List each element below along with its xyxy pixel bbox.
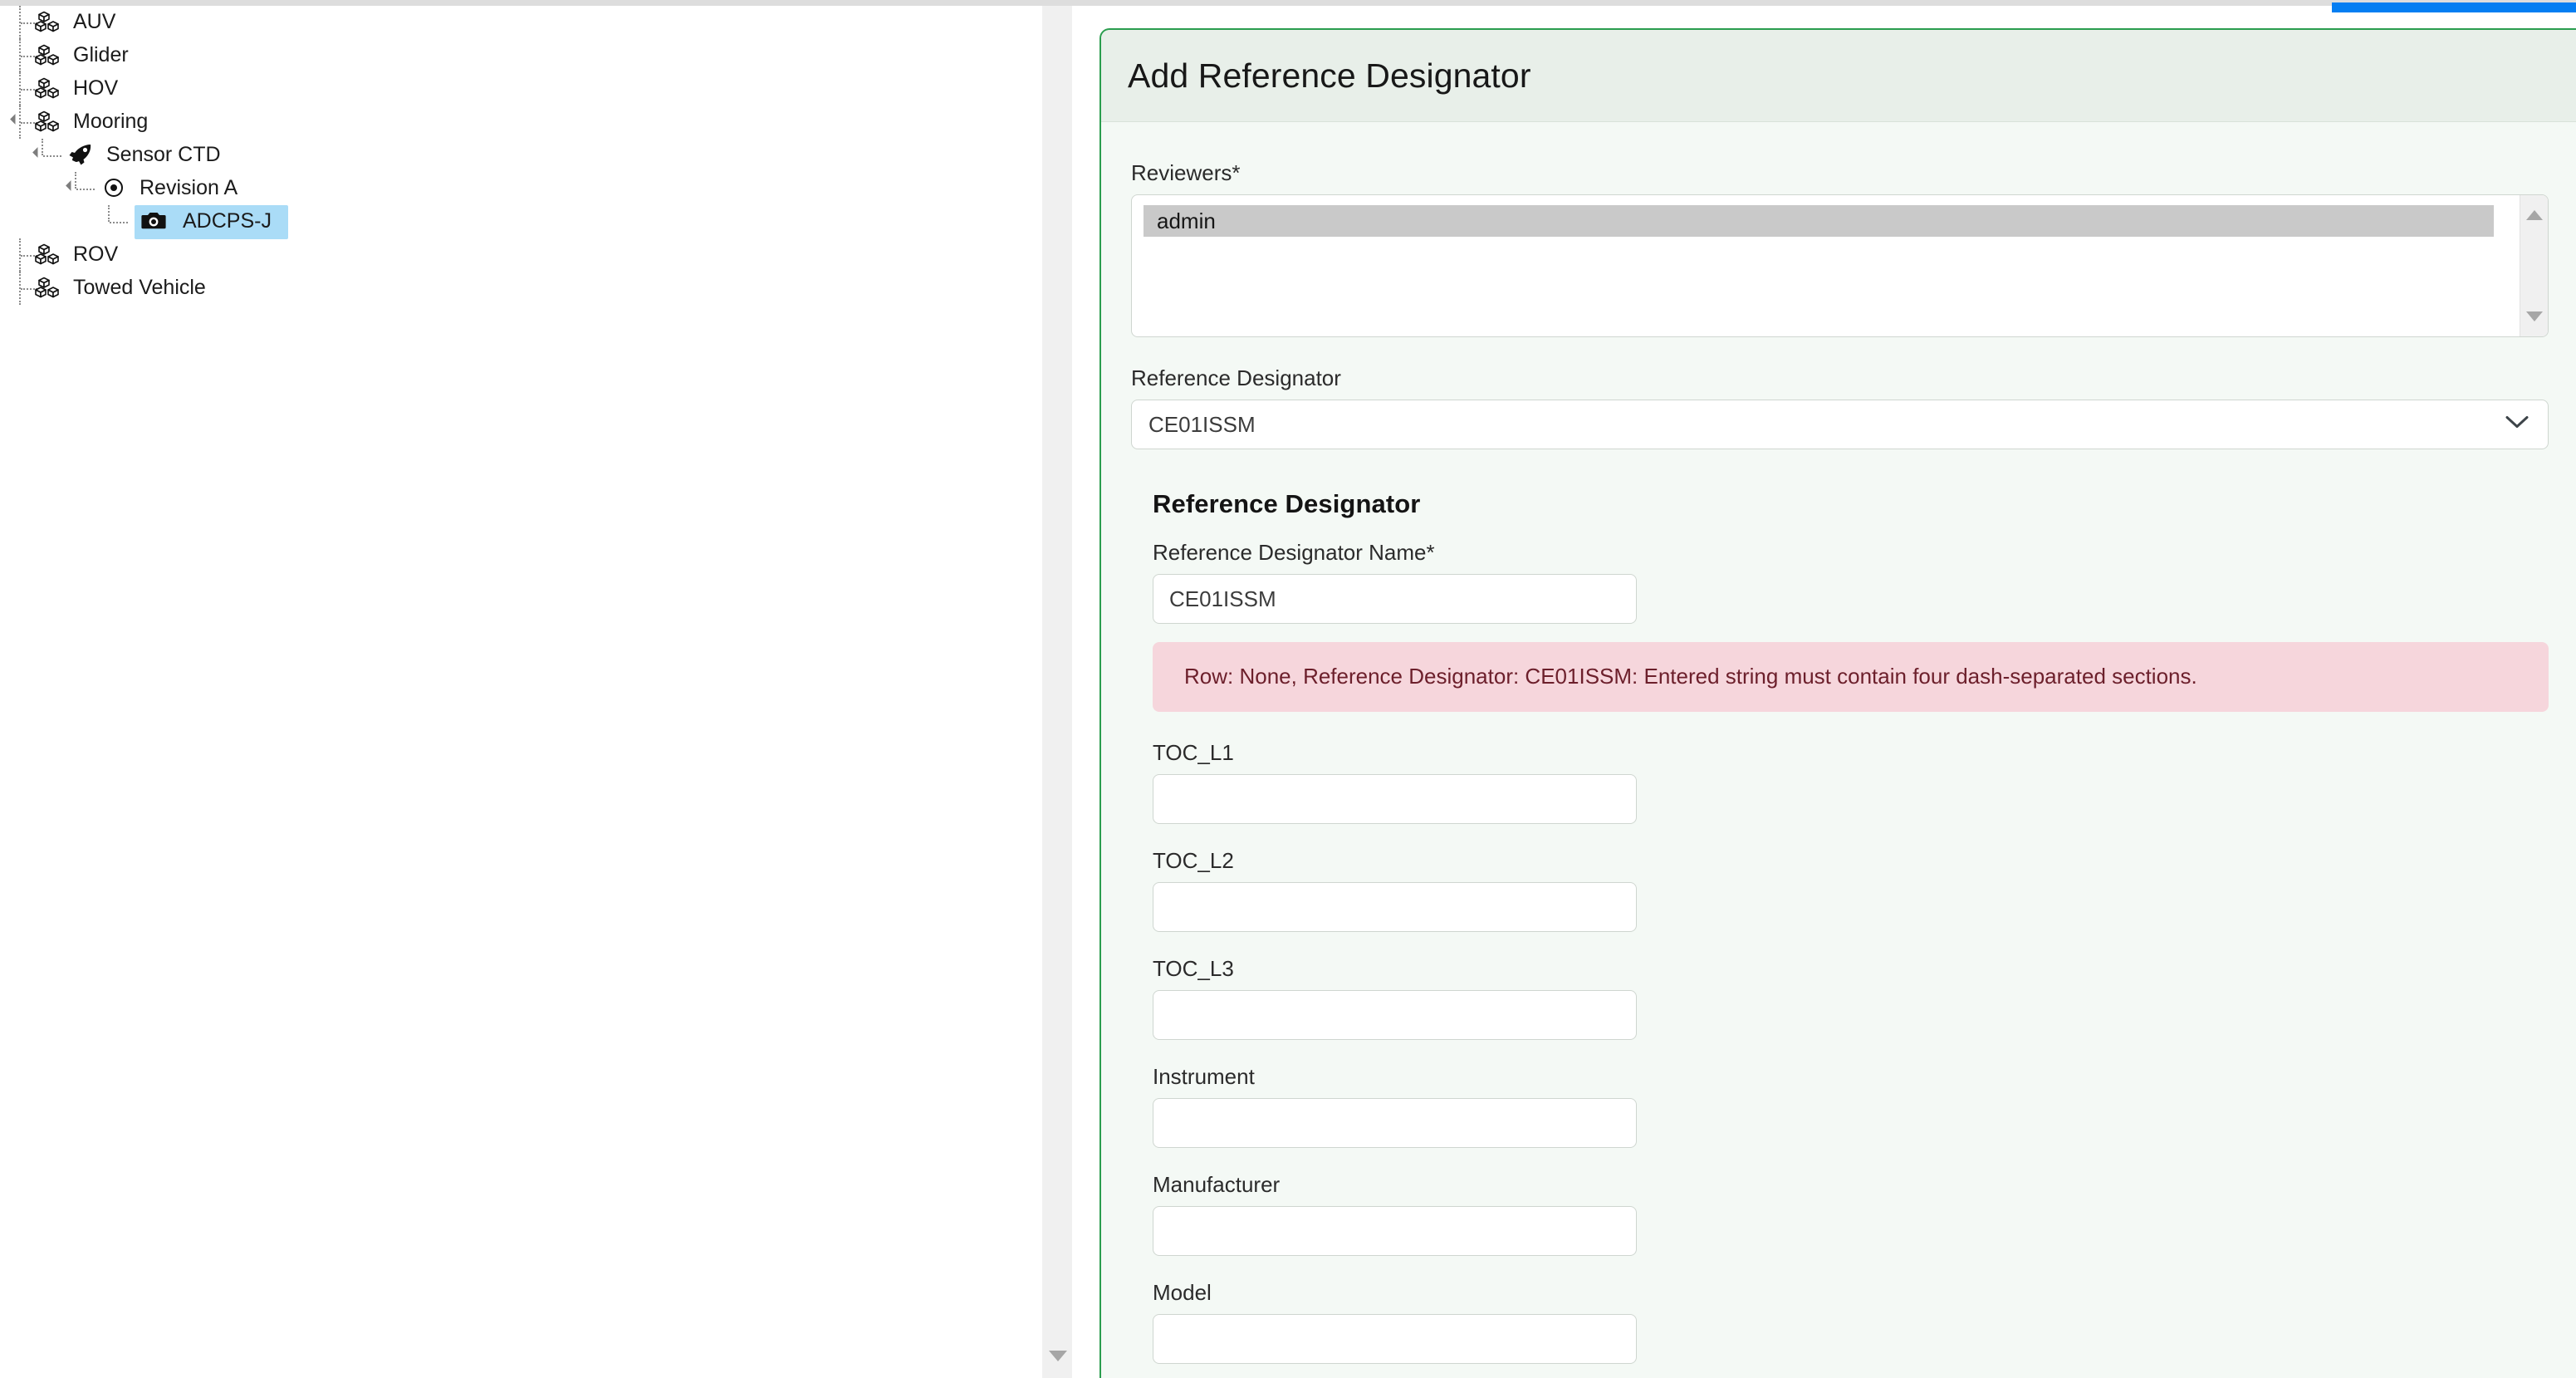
tree-item-label: Revision A bbox=[140, 175, 238, 199]
tree-item-sensor-ctd[interactable]: Sensor CTD bbox=[0, 139, 1042, 172]
reference-designator-select[interactable]: CE01ISSM bbox=[1131, 400, 2549, 449]
manufacturer-field-group: Manufacturer bbox=[1153, 1174, 2546, 1256]
tree-item-adcps-j[interactable]: ADCPS-J bbox=[0, 204, 1042, 239]
reference-designator-section: Reference Designator Reference Designato… bbox=[1131, 489, 2549, 1364]
model-field-group: Model bbox=[1153, 1282, 2546, 1364]
tree-guide-line bbox=[19, 238, 21, 272]
tree-item-label: ADCPS-J bbox=[183, 208, 272, 233]
reviewers-field-group: Reviewers* admin bbox=[1131, 160, 2549, 337]
tree-item-label: Mooring bbox=[73, 109, 149, 133]
toc-l3-field-group: TOC_L3 bbox=[1153, 958, 2546, 1040]
tree-panel-scrollbar[interactable] bbox=[1042, 6, 1072, 1378]
tree-item-label: Towed Vehicle bbox=[73, 275, 206, 299]
toc-l3-input[interactable] bbox=[1153, 990, 1637, 1040]
chevron-down-icon[interactable] bbox=[2505, 415, 2529, 434]
cubes-icon bbox=[35, 11, 63, 34]
tree-guide-line bbox=[110, 222, 128, 223]
tree-item-auv[interactable]: AUV bbox=[0, 6, 1042, 39]
card-body: Reviewers* admin Reference Designator CE… bbox=[1101, 122, 2576, 1364]
tree-guide-line bbox=[19, 39, 21, 72]
tree-guide-line bbox=[19, 272, 21, 305]
tree-item-label: AUV bbox=[73, 9, 116, 33]
asset-tree-panel: AUV Glider HOV Mooring Sensor CTD Revision A A… bbox=[0, 6, 1042, 1378]
tree-guide-line bbox=[43, 155, 61, 157]
model-input[interactable] bbox=[1153, 1314, 1637, 1364]
reference-designator-name-input[interactable]: CE01ISSM bbox=[1153, 574, 1637, 624]
cubes-icon bbox=[35, 110, 63, 134]
tree-guide-line bbox=[21, 122, 37, 124]
tree-item-rov[interactable]: ROV bbox=[0, 238, 1042, 272]
cubes-icon bbox=[35, 77, 63, 101]
tree-item-towed-vehicle[interactable]: Towed Vehicle bbox=[0, 272, 1042, 305]
cubes-icon bbox=[35, 44, 63, 67]
tree-guide-line bbox=[21, 22, 37, 24]
additional-fields-list: TOC_L1 TOC_L2 TOC_L3 Instrument Manufacturer… bbox=[1153, 742, 2546, 1364]
tree-item-mooring[interactable]: Mooring bbox=[0, 105, 1042, 139]
tree-guide-line bbox=[19, 6, 21, 39]
toc-l2-field-group: TOC_L2 bbox=[1153, 850, 2546, 932]
manufacturer-input[interactable] bbox=[1153, 1206, 1637, 1256]
toc-l2-label: TOC_L2 bbox=[1153, 848, 1234, 873]
tree-guide-line bbox=[75, 172, 76, 189]
tree-guide-line bbox=[19, 72, 21, 105]
reference-designator-section-heading: Reference Designator bbox=[1153, 489, 1421, 518]
reviewers-options-list: admin bbox=[1132, 195, 2505, 237]
tree-item-revision-a[interactable]: Revision A bbox=[0, 172, 1042, 205]
tree-guide-line bbox=[21, 56, 37, 57]
rocket-icon bbox=[68, 144, 96, 167]
instrument-label: Instrument bbox=[1153, 1064, 1255, 1089]
circle-dot-icon bbox=[101, 177, 130, 200]
reference-designator-select-label: Reference Designator bbox=[1131, 365, 1341, 390]
tree-item-label: ROV bbox=[73, 242, 119, 266]
validation-error-banner: Row: None, Reference Designator: CE01ISS… bbox=[1153, 642, 2549, 712]
toc-l1-label: TOC_L1 bbox=[1153, 740, 1234, 765]
tree-guide-line bbox=[19, 105, 21, 139]
tree-guide-line bbox=[21, 89, 37, 91]
reviewers-label: Reviewers* bbox=[1131, 160, 1241, 185]
tree-guide-line bbox=[21, 288, 37, 290]
card-header: Add Reference Designator bbox=[1101, 30, 2576, 122]
camera-icon bbox=[141, 210, 169, 233]
tree-item-glider[interactable]: Glider bbox=[0, 39, 1042, 72]
reviewers-listbox[interactable]: admin bbox=[1131, 194, 2549, 337]
cubes-icon bbox=[35, 277, 63, 300]
tree-item-label: HOV bbox=[73, 76, 119, 100]
tree-guide-line bbox=[21, 255, 37, 257]
reviewers-option-admin[interactable]: admin bbox=[1144, 205, 2494, 237]
reference-designator-name-label: Reference Designator Name* bbox=[1153, 540, 1435, 565]
tree-item-hov[interactable]: HOV bbox=[0, 72, 1042, 105]
page-load-progress-bar bbox=[2332, 2, 2576, 12]
tree-item-label: Sensor CTD bbox=[106, 142, 221, 166]
triangle-down-icon[interactable] bbox=[1049, 1351, 1067, 1361]
reviewers-scrollbar[interactable] bbox=[2520, 195, 2548, 336]
page-title: Add Reference Designator bbox=[1128, 56, 1531, 95]
toc-l1-input[interactable] bbox=[1153, 774, 1637, 824]
window-top-strip bbox=[0, 0, 2576, 6]
reference-designator-select-group: Reference Designator CE01ISSM bbox=[1131, 365, 2549, 449]
tree-guide-line bbox=[108, 205, 110, 222]
toc-l1-field-group: TOC_L1 bbox=[1153, 742, 2546, 824]
tree-guide-line bbox=[76, 189, 95, 190]
add-reference-designator-card: Add Reference Designator Reviewers* admi… bbox=[1099, 28, 2576, 1378]
toc-l2-input[interactable] bbox=[1153, 882, 1637, 932]
tree-guide-line bbox=[42, 139, 43, 155]
reference-designator-name-group: Reference Designator Name* CE01ISSM bbox=[1153, 542, 2546, 624]
panel-gutter bbox=[1072, 6, 1099, 1378]
validation-error-message: Row: None, Reference Designator: CE01ISS… bbox=[1184, 664, 2197, 689]
instrument-input[interactable] bbox=[1153, 1098, 1637, 1148]
model-label: Model bbox=[1153, 1280, 1212, 1305]
triangle-down-icon[interactable] bbox=[2526, 311, 2543, 321]
reference-designator-select-value: CE01ISSM bbox=[1148, 411, 1256, 437]
tree-item-label: Glider bbox=[73, 42, 129, 66]
triangle-up-icon[interactable] bbox=[2526, 210, 2543, 220]
instrument-field-group: Instrument bbox=[1153, 1066, 2546, 1148]
cubes-icon bbox=[35, 243, 63, 267]
toc-l3-label: TOC_L3 bbox=[1153, 956, 1234, 981]
manufacturer-label: Manufacturer bbox=[1153, 1172, 1281, 1197]
